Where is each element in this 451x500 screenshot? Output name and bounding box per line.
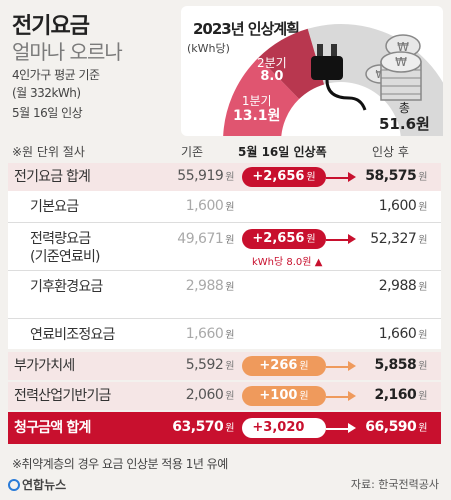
table-row-energy-charge: 전력량요금 (기준연료비) 49,671 원 +2,656 원 kWh당 8.0원 … — [30, 229, 427, 268]
change-pill: +2,656 원 — [242, 167, 326, 187]
arrow-head-icon — [348, 423, 356, 433]
table-row-base-fee: 기본요금 1,600 원 1,600 원 — [30, 198, 427, 215]
change-pill: +100 원 — [242, 386, 326, 406]
table-header: ※원 단위 절사 기존 5월 16일 인상폭 인상 후 — [0, 143, 451, 161]
yonhap-logo: 연합뉴스 — [8, 476, 66, 493]
q2-slice-label: 2분기 8.0 — [257, 56, 287, 84]
pie-slice-q2 — [258, 28, 325, 100]
table-row-electricity-total: 전기요금 합계 55,919 원 +2,656 원 58,575 원 — [8, 163, 441, 191]
svg-text:₩: ₩ — [395, 55, 407, 69]
arrow-line — [326, 428, 350, 430]
divider — [8, 222, 441, 223]
coin-stack-icon: ₩ ₩ ₩ — [365, 34, 422, 101]
up-arrow-icon: ▲ — [314, 257, 323, 268]
table-row-vat: 부가가치세 5,592 원 +266 원 5,858 원 — [8, 352, 441, 380]
pie-slice-q1 — [223, 57, 300, 136]
q1-slice-label: 1분기 13.1원 — [233, 94, 281, 124]
arrow-head-icon — [348, 172, 356, 182]
donut-chart: ₩ ₩ ₩ — [223, 24, 443, 136]
chart-title: 2023년 인상계획 — [193, 20, 300, 38]
col-header-old: 기존 — [181, 145, 204, 159]
change-pill: +266 원 — [242, 356, 326, 376]
footnote: ※취약계층의 경우 요금 인상분 적용 1년 유예 — [12, 457, 228, 471]
increase-plan-chart: 2023년 인상계획 (kWh당) ₩ ₩ ₩ 2분기 8.0 — [181, 6, 443, 136]
divider — [8, 270, 441, 271]
arrow-head-icon — [348, 391, 356, 401]
table-row-fuel-adjustment: 연료비조정요금 1,660 원 1,660 원 — [30, 326, 427, 343]
col-header-change: 5월 16일 인상폭 — [238, 145, 327, 159]
arrow-line — [326, 177, 350, 179]
arrow-head-icon — [348, 234, 356, 244]
basis-usage: (월 332kWh) — [12, 86, 81, 100]
rounding-note: ※원 단위 절사 — [12, 145, 85, 159]
source-credit: 자료: 한국전력공사 — [350, 478, 439, 491]
col-header-new: 인상 후 — [372, 145, 409, 159]
table-row-climate-fee: 기후환경요금 2,988 원 2,988 원 — [30, 278, 427, 295]
page-subtitle: 얼마나 오르나 — [12, 40, 123, 64]
arrow-line — [326, 239, 350, 241]
logo-icon — [8, 479, 20, 491]
svg-text:₩: ₩ — [397, 40, 409, 54]
chart-unit: (kWh당) — [187, 42, 230, 55]
arrow-head-icon — [348, 361, 356, 371]
change-pill: +2,656 원 — [242, 229, 326, 249]
divider — [8, 318, 441, 319]
total-label: 총 51.6원 — [379, 101, 430, 133]
per-kwh-note: kWh당 8.0원 ▲ — [252, 257, 323, 268]
basis-date: 5월 16일 인상 — [12, 106, 83, 120]
page-title: 전기요금 — [12, 14, 90, 39]
table-row-billing-total: 청구금액 합계 63,570 원 +3,020 원 66,590 원 — [8, 412, 441, 444]
change-pill: +3,020 원 — [242, 418, 326, 438]
arrow-line — [326, 366, 350, 368]
plug-icon — [311, 44, 367, 111]
basis-household: 4인가구 평균 기준 — [12, 68, 100, 82]
table-row-power-fund: 전력산업기반기금 2,060 원 +100 원 2,160 원 — [8, 382, 441, 410]
arrow-line — [326, 396, 350, 398]
